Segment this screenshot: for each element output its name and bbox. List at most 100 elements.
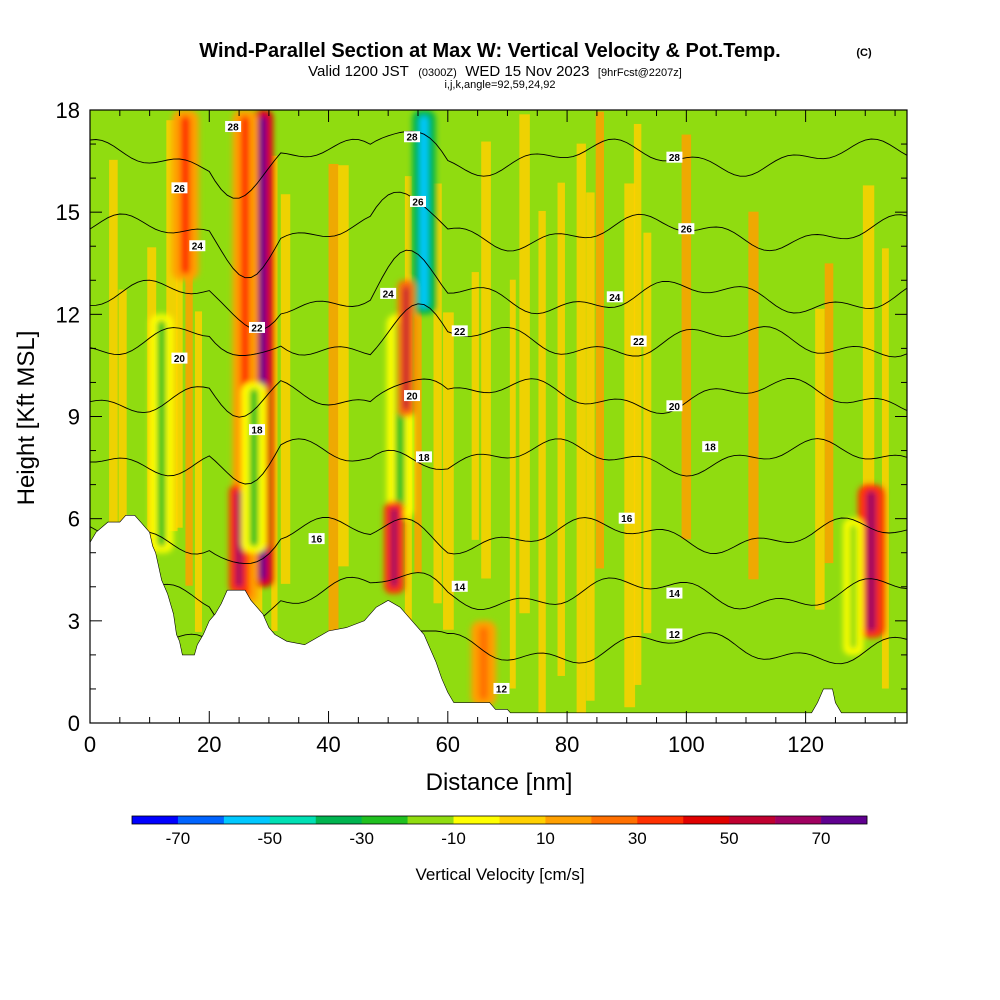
x-tick-labels: 0 20 40 60 80 100 120 [84,732,824,757]
velocity-stripe [748,211,759,580]
colorbar-segment [729,816,776,824]
colorbar-segment [591,816,638,824]
colorbar-segment [545,816,592,824]
velocity-stripe [624,183,636,708]
colorbar-tick-label: 30 [628,829,647,848]
contour-label-bg [404,390,421,402]
theta-contour-labels: 12 12 14 14 16 16 18 18 18 20 20 20 22 22 22 24 24 24 26 26… [171,121,719,695]
contour-label-bg [189,240,206,252]
theta-contour-22 [90,303,907,358]
contour-label-bg [451,325,468,337]
x-tick-label: 120 [787,732,824,757]
colorbar-segment [821,816,868,824]
velocity-stripe [538,210,546,713]
velocity-stripe [643,232,652,634]
colorbar-segment [683,816,730,824]
colorbar-segment [132,816,179,824]
colorbar-tick-label: 10 [536,829,555,848]
velocity-stripe [509,279,516,689]
colorbar-segment [637,816,684,824]
colorbar-tick-labels: -70 -50 -30 -10 10 30 50 70 [166,829,831,848]
x-axis-label: Distance [nm] [426,769,573,796]
subtitle-date: WED 15 Nov 2023 [465,63,589,80]
velocity-stripe [194,311,203,632]
velocity-stripe [862,185,875,628]
velocity-stripe [881,248,889,689]
x-tick-label: 60 [436,732,460,757]
contour-label-bg [493,682,510,694]
contour-label: 16 [621,514,633,525]
colorbar-segment [361,816,408,824]
velocity-stripe [443,312,454,630]
velocity-features [149,110,885,706]
y-tick-label: 9 [68,405,80,430]
velocity-stripe [223,126,231,534]
velocity-cell [403,286,410,411]
contour-label-bg [666,587,683,599]
velocity-stripe [614,300,625,577]
x-tick-label: 80 [555,732,579,757]
y-tick-label: 12 [56,302,80,327]
theta-contour-18 [90,438,907,485]
terrain [90,515,907,723]
velocity-stripe [280,194,291,584]
contour-label-bg [404,131,421,143]
colorbar-segment [223,816,271,824]
contour-label-bg [666,151,683,163]
contour-label: 26 [681,225,693,236]
colorbar-tick-label: 50 [720,829,739,848]
velocity-stripe [214,141,222,566]
contour-label: 14 [669,589,681,600]
velocity-cell [390,507,398,588]
colorbar [131,815,868,825]
contour-label-bg [618,512,635,524]
colorbar-tick-label: -30 [349,829,374,848]
y-axis-label: Height [Kft MSL] [13,331,40,506]
colorbar-segment [269,816,317,824]
velocity-stripe [519,114,530,614]
contour-label-bg [666,400,683,412]
title-mark: (C) [856,47,872,59]
velocity-stripe [185,222,193,586]
theta-contour-28 [90,130,907,199]
contour-label: 24 [192,242,204,253]
velocity-cell [479,626,489,700]
velocity-stripe [481,141,491,579]
velocity-cell [866,490,876,632]
x-tick-label: 0 [84,732,96,757]
velocity-stripe [681,134,692,540]
colorbar-tick-label: 70 [812,829,831,848]
velocity-stripe [633,123,642,685]
y-tick-label: 3 [68,609,80,634]
contour-label-bg [415,451,432,463]
contour-label: 18 [251,426,263,437]
velocity-stripe [815,308,825,610]
velocity-stripe [271,155,278,631]
contour-label-bg [606,291,623,303]
x-tick-label: 100 [668,732,705,757]
contour-label-bg [171,182,188,194]
y-tick-label: 15 [56,200,80,225]
colorbar-tick-label: -10 [441,829,466,848]
contour-label: 20 [174,354,186,365]
velocity-stripe [586,192,595,701]
colorbar-tick-label: -70 [166,829,191,848]
contour-label-bg [308,533,325,545]
contour-label: 20 [406,392,418,403]
theta-contour-26 [90,191,907,279]
velocity-cell [419,116,429,309]
contour-label-bg [171,352,188,364]
contour-label-bg [248,321,265,333]
contour-label: 18 [418,453,430,464]
contour-label-bg [225,121,242,133]
contour-label-bg [630,335,647,347]
contour-label: 12 [669,630,681,641]
contour-label: 22 [454,327,466,338]
contour-label-bg [451,580,468,592]
subtitle-fcst: [9hrFcst@2207z] [598,67,682,79]
theta-contour-24 [90,249,907,331]
contour-label: 28 [228,123,240,134]
velocity-cell [849,524,857,649]
subtitle-valid: Valid 1200 JST [308,63,409,80]
contour-label-bg [248,424,265,436]
